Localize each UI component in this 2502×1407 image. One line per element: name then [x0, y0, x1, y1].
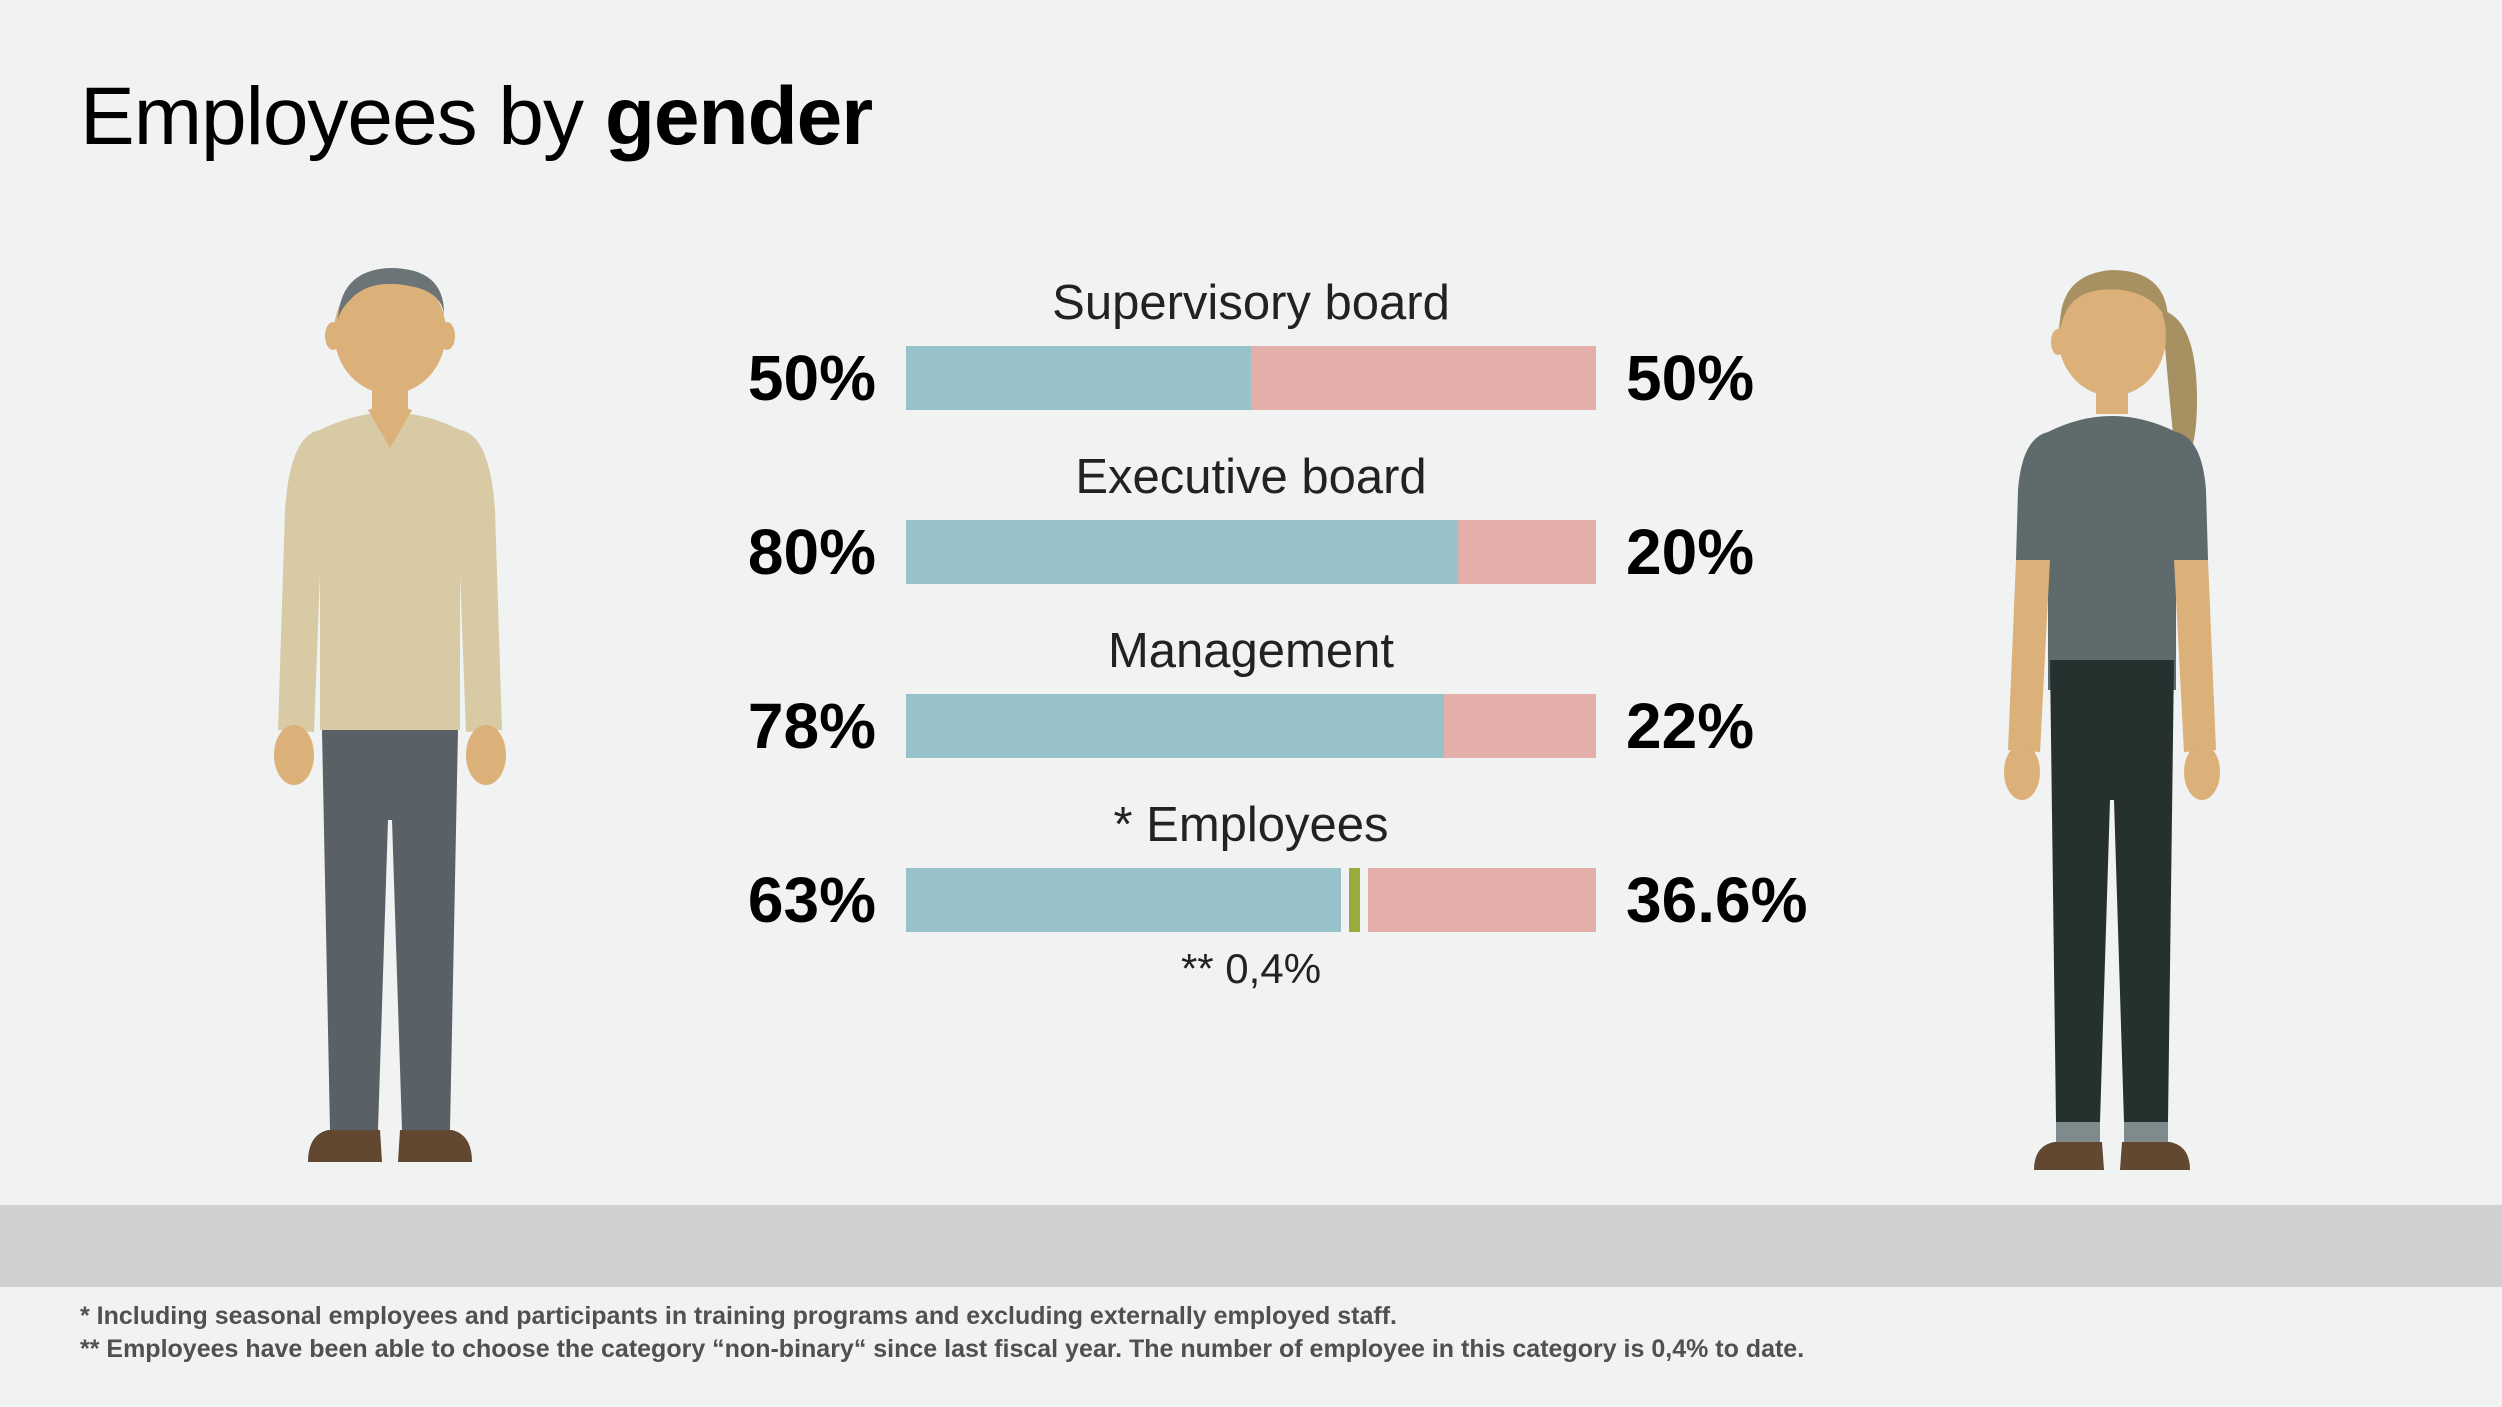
female-percent: 22%: [1626, 689, 1856, 763]
woman-shoe-right: [2120, 1142, 2190, 1170]
row-label: * Employees: [651, 797, 1851, 853]
male-percent: 78%: [646, 689, 876, 763]
woman-hand-right: [2184, 744, 2220, 800]
footnote-2: ** Employees have been able to choose th…: [80, 1333, 1804, 1367]
woman-hand-left: [2004, 744, 2040, 800]
footnote-1: * Including seasonal employees and parti…: [80, 1300, 1804, 1334]
bar-segment-male: [906, 694, 1444, 758]
chart-row: Management 78%22%: [651, 623, 1851, 763]
woman-forearm-right: [2174, 560, 2216, 752]
bar-gap: [1341, 868, 1349, 932]
man-shirt: [320, 413, 460, 731]
female-percent: 20%: [1626, 515, 1856, 589]
man-ear-left: [325, 322, 341, 350]
row-label: Executive board: [651, 449, 1851, 505]
title-prefix: Employees by: [80, 71, 605, 162]
female-percent: 50%: [1626, 341, 1856, 415]
bar-gap: [1360, 868, 1368, 932]
title-emphasis: gender: [605, 71, 872, 162]
male-percent: 80%: [646, 515, 876, 589]
stacked-bar: [906, 868, 1596, 932]
bar-segment-female: [1444, 694, 1596, 758]
woman-sleeve-left: [2016, 432, 2056, 560]
chart-row: Executive board 80%20%: [651, 449, 1851, 589]
bar-line: 80%20%: [651, 515, 1851, 589]
woman-neck: [2096, 386, 2128, 414]
bar-segment-female: [1368, 868, 1596, 932]
row-subnote: ** 0,4%: [651, 945, 1851, 993]
row-label: Supervisory board: [651, 275, 1851, 331]
floor-shadow: [0, 1205, 2502, 1287]
stacked-bar: [906, 520, 1596, 584]
man-sleeve-right: [458, 430, 502, 732]
woman-cuff-right: [2124, 1122, 2168, 1142]
man-hand-left: [274, 725, 314, 785]
woman-shoe-left: [2034, 1142, 2104, 1170]
male-figure-icon: [250, 260, 530, 1210]
bar-segment-male: [906, 520, 1458, 584]
male-percent: 63%: [646, 863, 876, 937]
stacked-bar: [906, 346, 1596, 410]
chart-row: Supervisory board 50%50%: [651, 275, 1851, 415]
bar-segment-male: [906, 868, 1341, 932]
woman-shirt: [2048, 416, 2176, 690]
gender-bar-chart: Supervisory board 50%50% Executive board 80…: [651, 275, 1851, 1027]
man-sleeve-left: [278, 430, 322, 732]
man-ear-right: [439, 322, 455, 350]
bar-line: 63%36.6%: [651, 863, 1851, 937]
woman-forearm-left: [2008, 560, 2050, 752]
woman-ear-left: [2051, 329, 2065, 355]
bar-segment-male: [906, 346, 1251, 410]
stacked-bar: [906, 694, 1596, 758]
bar-line: 78%22%: [651, 689, 1851, 763]
female-figure-icon: [1972, 260, 2252, 1210]
male-percent: 50%: [646, 341, 876, 415]
woman-cuff-left: [2056, 1122, 2100, 1142]
man-shoe-left: [308, 1130, 382, 1162]
bar-segment-female: [1251, 346, 1596, 410]
bar-segment-female: [1458, 520, 1596, 584]
bar-line: 50%50%: [651, 341, 1851, 415]
woman-sleeve-right: [2168, 432, 2208, 560]
page-title: Employees by gender: [80, 70, 872, 164]
man-shoe-right: [398, 1130, 472, 1162]
footnotes: * Including seasonal employees and parti…: [80, 1300, 1804, 1368]
chart-row: * Employees 63%36.6% ** 0,4%: [651, 797, 1851, 993]
female-percent: 36.6%: [1626, 863, 1856, 937]
man-hand-right: [466, 725, 506, 785]
bar-segment-nonbinary: [1349, 868, 1360, 932]
man-pants: [322, 730, 458, 1130]
row-label: Management: [651, 623, 1851, 679]
woman-pants: [2050, 660, 2174, 1122]
